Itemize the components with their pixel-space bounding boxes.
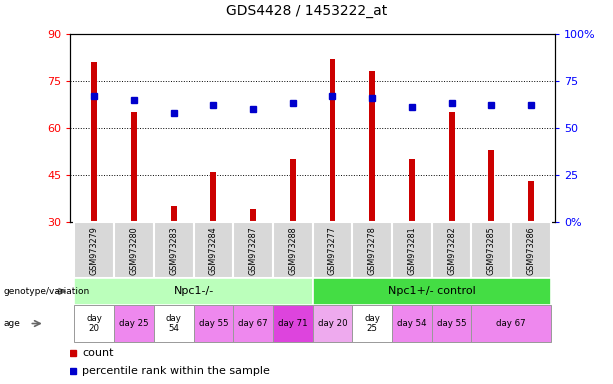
Text: day 67: day 67 xyxy=(497,319,526,328)
Text: GSM973284: GSM973284 xyxy=(209,227,218,275)
Text: GSM973281: GSM973281 xyxy=(408,227,416,275)
Text: age: age xyxy=(3,319,20,328)
Text: Npc1-/-: Npc1-/- xyxy=(173,286,214,296)
Bar xyxy=(352,222,392,278)
Bar xyxy=(74,305,114,342)
Bar xyxy=(273,305,313,342)
Bar xyxy=(330,59,335,222)
Text: GSM973277: GSM973277 xyxy=(328,227,337,275)
Bar xyxy=(471,222,511,278)
Bar xyxy=(471,305,551,342)
Text: day 55: day 55 xyxy=(199,319,228,328)
Text: genotype/variation: genotype/variation xyxy=(3,287,89,296)
Text: GSM973283: GSM973283 xyxy=(169,227,178,275)
Bar xyxy=(114,305,154,342)
Bar xyxy=(528,181,534,222)
Bar xyxy=(74,222,114,278)
Bar xyxy=(313,222,352,278)
Bar xyxy=(432,305,471,342)
Bar xyxy=(154,222,194,278)
Bar xyxy=(313,278,551,305)
Bar xyxy=(114,222,154,278)
Bar xyxy=(290,159,295,222)
Text: day
54: day 54 xyxy=(166,314,181,333)
Text: day 67: day 67 xyxy=(238,319,268,328)
Text: GDS4428 / 1453222_at: GDS4428 / 1453222_at xyxy=(226,4,387,18)
Text: percentile rank within the sample: percentile rank within the sample xyxy=(82,366,270,376)
Bar xyxy=(131,112,137,222)
Text: Npc1+/- control: Npc1+/- control xyxy=(388,286,476,296)
Bar xyxy=(233,305,273,342)
Bar xyxy=(171,206,177,222)
Bar xyxy=(392,222,432,278)
Bar xyxy=(194,222,233,278)
Bar xyxy=(352,305,392,342)
Text: GSM973279: GSM973279 xyxy=(90,227,99,275)
Text: day 71: day 71 xyxy=(278,319,308,328)
Bar xyxy=(273,222,313,278)
Bar xyxy=(409,159,415,222)
Text: day
20: day 20 xyxy=(86,314,102,333)
Text: GSM973278: GSM973278 xyxy=(368,227,376,275)
Bar xyxy=(154,305,194,342)
Bar xyxy=(91,62,97,222)
Bar xyxy=(489,150,494,222)
Text: day 55: day 55 xyxy=(436,319,466,328)
Bar xyxy=(432,222,471,278)
Bar xyxy=(194,305,233,342)
Bar xyxy=(369,71,375,222)
Bar xyxy=(313,305,352,342)
Bar xyxy=(233,222,273,278)
Text: GSM973280: GSM973280 xyxy=(129,227,139,275)
Bar xyxy=(74,278,313,305)
Text: day
25: day 25 xyxy=(364,314,380,333)
Text: day 54: day 54 xyxy=(397,319,427,328)
Bar xyxy=(210,172,216,222)
Bar xyxy=(250,209,256,222)
Bar xyxy=(392,305,432,342)
Text: GSM973288: GSM973288 xyxy=(288,227,297,275)
Text: GSM973286: GSM973286 xyxy=(527,227,535,275)
Text: count: count xyxy=(82,348,113,358)
Bar xyxy=(511,222,551,278)
Text: GSM973282: GSM973282 xyxy=(447,227,456,275)
Bar xyxy=(449,112,454,222)
Text: day 20: day 20 xyxy=(318,319,348,328)
Text: GSM973285: GSM973285 xyxy=(487,227,496,275)
Text: day 25: day 25 xyxy=(119,319,149,328)
Text: GSM973287: GSM973287 xyxy=(249,227,257,275)
